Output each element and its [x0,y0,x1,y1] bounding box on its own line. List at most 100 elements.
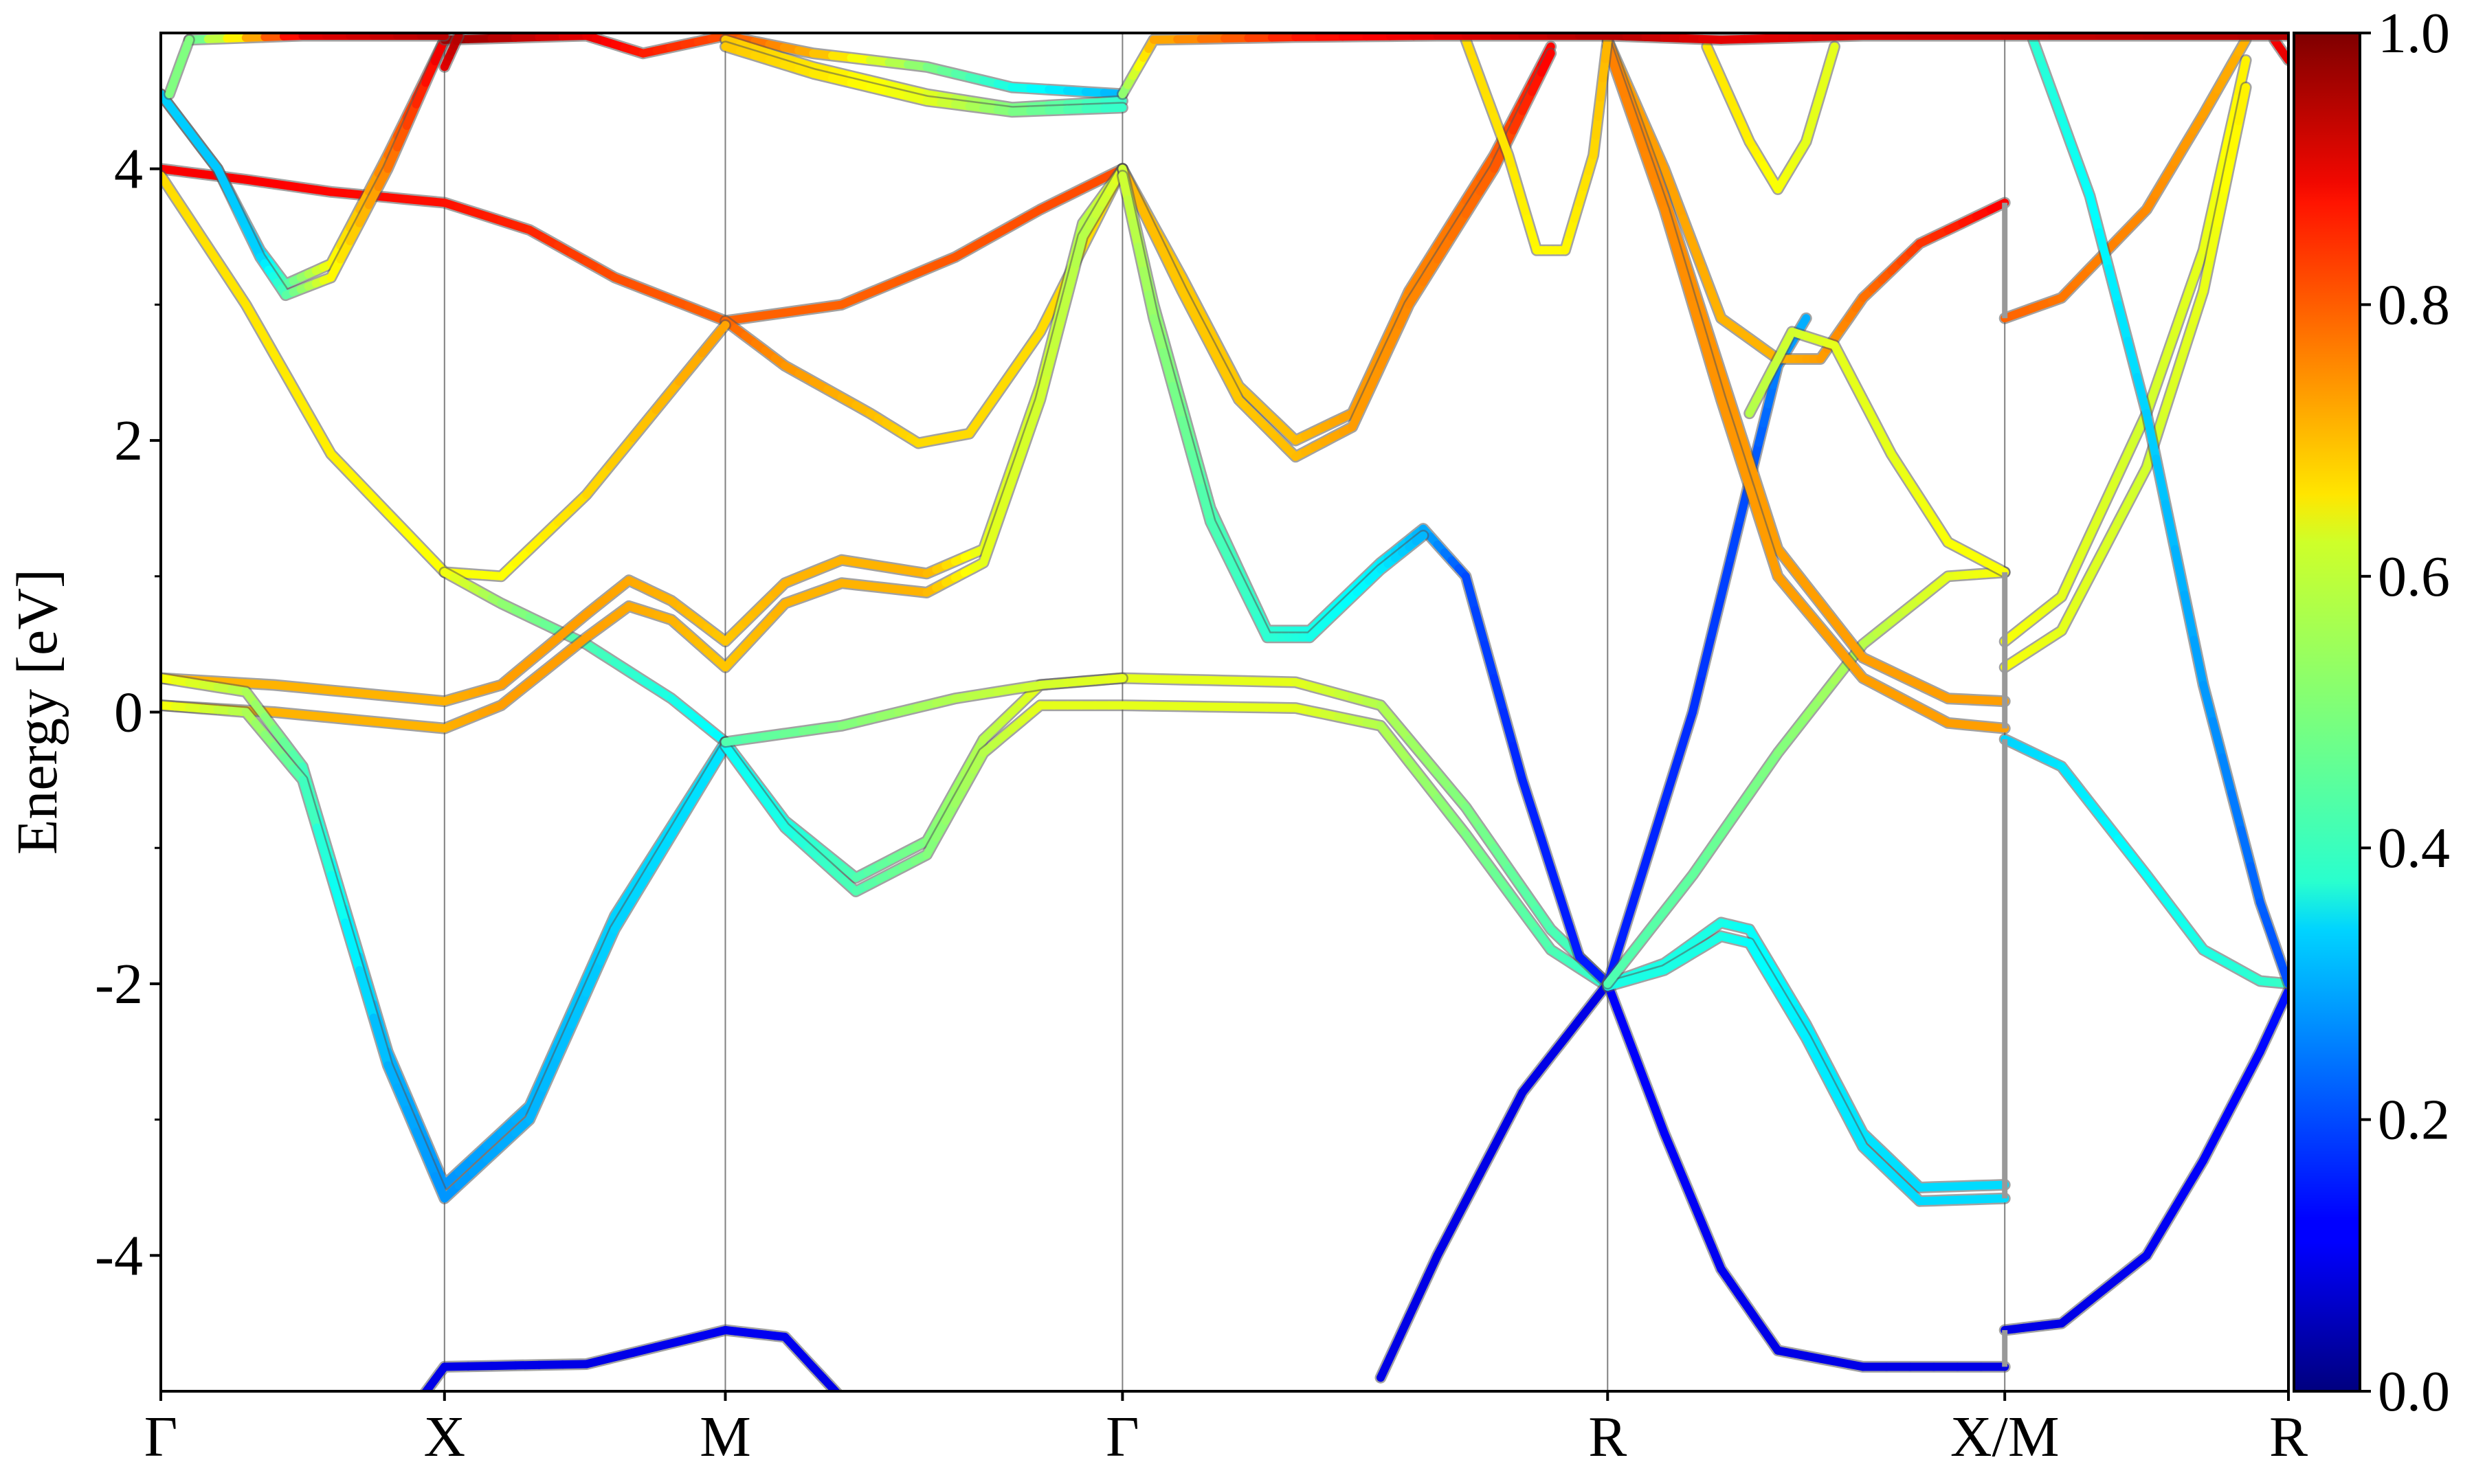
band-segment [979,531,997,567]
y-tick-label: 0 [114,681,143,745]
band-segment [1518,776,1537,814]
band-segment [2234,83,2251,126]
band-segment [1433,1224,1456,1260]
band-segment [988,504,1007,540]
band-segment [1205,702,1242,712]
band-segment [2208,717,2227,762]
band-segment [2180,590,2198,644]
band-segment [1601,35,1612,63]
band-segment [1754,486,1773,524]
band-segment [1490,674,1508,717]
band-segment [2114,491,2137,526]
band-segment [1050,314,1066,350]
band-series [720,672,1128,748]
band-segment [1689,280,1706,318]
band-segment [629,864,656,903]
band-segment [582,956,605,998]
band-segment [1471,606,1489,649]
band-segment [2189,246,2208,282]
band-segment [1825,42,1839,67]
band-segment [610,895,638,934]
band-segment [1651,1104,1669,1138]
band-segment [2218,753,2236,798]
band-segment [1646,798,1669,853]
band-series [1460,34,1614,256]
band-segment [2199,253,2215,295]
band-segment [684,772,711,811]
band-segment [1508,741,1527,785]
band-segment [326,870,350,927]
band-segment [568,989,591,1029]
band-segment [1461,1169,1484,1206]
band-segment [161,171,179,201]
band-segment [1007,449,1026,486]
band-lines [161,33,2288,1391]
colorbar-tick-label: 0.2 [2378,1088,2450,1152]
band-segment [2132,372,2151,418]
band-segment [2227,87,2243,128]
band-segment [313,823,335,879]
band-segment [2180,316,2198,355]
band-segment [1528,805,1546,843]
band-segment [1419,241,1442,273]
band-segment [1679,269,1697,309]
band-segment [1043,341,1059,377]
band-segment [651,377,683,414]
band-segment [364,489,392,517]
band-segment [1717,395,1735,434]
band-segment [1745,769,1768,798]
colorbar-tick-label: 0.8 [2378,273,2450,337]
band-segment [2189,636,2208,689]
band-series [438,33,1128,100]
band-segment [1745,484,1763,522]
band-segment [185,214,208,245]
band-segment [1631,124,1650,159]
band-segment [596,925,619,965]
band-segment [284,375,307,409]
band-segment [1461,572,1480,615]
band-segment [383,691,421,703]
band-segment [1697,332,1716,372]
band-segment [1071,232,1087,269]
band-segment [2142,409,2161,463]
band-segment [181,35,194,54]
x-tick-label: Γ [1106,1405,1139,1469]
x-axis: Γ X M Γ R X/M R [144,1391,2308,1469]
band-segment [1660,164,1678,198]
band-segment [2234,56,2251,96]
colorbar: 1.0 0.8 0.6 0.4 0.2 0.0 [2293,1,2450,1424]
band-segment [1036,368,1051,404]
band-segment [1546,864,1565,902]
band-series [1601,566,2011,990]
band-segment [1499,708,1517,750]
band-segment [2071,531,2094,570]
band-segment [2076,166,2094,201]
band-segment [1717,554,1735,601]
band-series [720,41,1128,118]
band-segment [2038,61,2056,96]
band-segment [326,713,364,725]
band-series [163,34,195,100]
band-segment [1717,809,1739,839]
band-segment [355,688,392,700]
band-segment [1641,1079,1660,1113]
band-segment [1707,289,1726,323]
band-segment [298,400,321,434]
band-segment [270,681,307,692]
band-series [1998,733,2288,990]
band-segment [412,721,449,733]
band-segment [2128,463,2151,499]
band-segment [2237,825,2255,870]
band-segment [1669,189,1688,223]
band-series [1601,978,2011,1373]
band-segment [1991,563,2009,576]
band-segment [1641,150,1660,187]
band-segment [1490,844,1513,873]
band-segment [2095,228,2113,273]
band-segment [1735,454,1754,493]
band-segment [1419,255,1442,286]
band-series [1374,978,1614,1384]
band-segment [383,508,411,537]
band-segment [1613,69,1631,105]
band-segment [1447,196,1470,227]
